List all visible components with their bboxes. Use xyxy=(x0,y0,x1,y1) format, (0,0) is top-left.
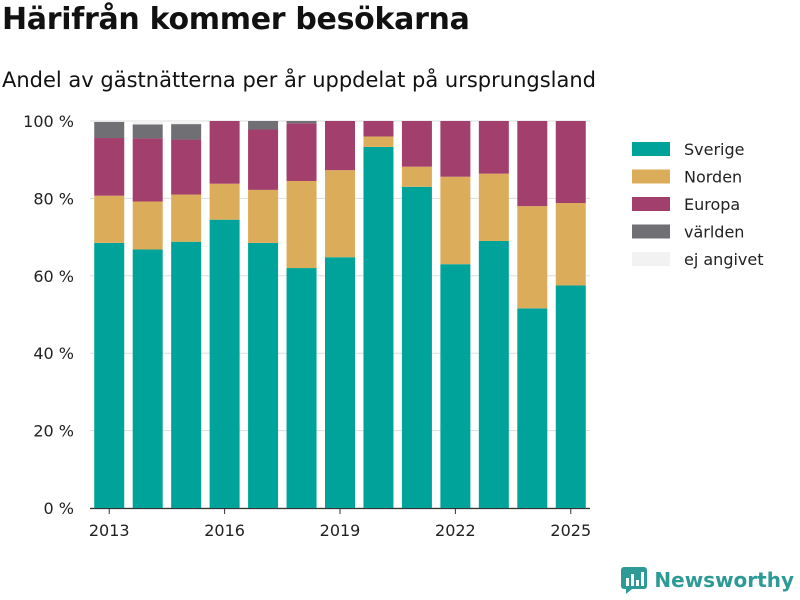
y-tick-label: 80 % xyxy=(33,189,74,208)
legend-label: Sverige xyxy=(684,140,745,159)
bar-segment xyxy=(325,170,355,258)
bar-segment xyxy=(555,285,586,508)
bar-segment xyxy=(248,242,279,508)
bar-segment xyxy=(94,121,125,139)
bar-segment xyxy=(286,121,317,124)
bar-segment xyxy=(171,121,202,125)
bar-segment xyxy=(171,124,202,140)
legend-swatch xyxy=(632,252,670,266)
legend-swatch xyxy=(632,169,670,184)
y-tick-label: 60 % xyxy=(33,267,74,286)
bar-segment xyxy=(401,186,432,509)
bar-segment xyxy=(286,268,317,508)
bar-segment xyxy=(94,121,125,122)
bar-segment xyxy=(94,138,125,196)
bar-segment xyxy=(555,121,586,204)
bar-segment xyxy=(248,189,279,243)
bar-segment xyxy=(286,123,317,181)
bar-segment xyxy=(325,121,355,171)
y-tick-label: 0 % xyxy=(44,499,74,518)
newsworthy-logo-icon xyxy=(621,567,648,594)
bar-segment xyxy=(171,194,202,242)
bar-segment xyxy=(517,206,548,309)
bar-segment xyxy=(517,308,548,508)
bar-segment xyxy=(440,121,471,177)
bar-segment xyxy=(363,146,394,508)
bar-segment xyxy=(401,166,432,187)
bar-segment xyxy=(209,183,240,220)
bar-segment xyxy=(478,240,509,508)
bar-segment xyxy=(132,138,163,202)
bars xyxy=(94,121,586,509)
legend-label: Europa xyxy=(684,195,740,214)
bar-segment xyxy=(132,124,163,139)
bar-segment xyxy=(478,121,509,174)
bar-segment xyxy=(555,203,586,286)
chart-subtitle: Andel av gästnätterna per år uppdelat på… xyxy=(2,68,596,92)
x-tick-label: 2019 xyxy=(320,521,361,540)
bar-segment xyxy=(517,121,548,207)
legend-label: ej angivet xyxy=(684,250,764,269)
x-tick-label: 2016 xyxy=(204,521,245,540)
bar-segment xyxy=(132,249,163,508)
x-tick-label: 2022 xyxy=(435,521,476,540)
bar-segment xyxy=(478,173,509,241)
brand-logo: Newsworthy xyxy=(620,566,794,594)
bar-segment xyxy=(286,180,317,269)
x-tick-label: 2025 xyxy=(550,521,591,540)
bar-segment xyxy=(209,219,240,508)
legend: Sverige Norden Europa världen ej angivet xyxy=(632,140,764,269)
brand-name: Newsworthy xyxy=(654,568,794,592)
legend-swatch xyxy=(632,224,670,239)
bar-segment xyxy=(325,257,355,508)
bar-segment xyxy=(171,139,202,195)
bar-segment xyxy=(440,176,471,265)
bar-segment xyxy=(132,201,163,250)
bar-segment xyxy=(248,121,279,130)
bar-segment xyxy=(94,242,125,508)
x-axis-ticks: 2013 2016 2019 2022 2025 xyxy=(89,508,591,540)
legend-swatch xyxy=(632,197,670,211)
legend-label: Norden xyxy=(684,168,742,187)
chart-title: Härifrån kommer besökarna xyxy=(2,2,470,37)
legend-label: världen xyxy=(684,223,744,242)
bar-segment xyxy=(363,136,394,147)
y-tick-label: 100 % xyxy=(23,112,74,131)
bar-segment xyxy=(171,241,202,508)
y-tick-label: 20 % xyxy=(33,422,74,441)
bar-segment xyxy=(248,129,279,190)
bar-segment xyxy=(440,264,471,508)
bar-segment xyxy=(209,121,240,184)
bar-segment xyxy=(401,121,432,167)
bar-segment xyxy=(132,121,163,125)
x-tick-label: 2013 xyxy=(89,521,130,540)
y-axis-ticks: 0 % 20 % 40 % 60 % 80 % 100 % xyxy=(23,112,74,518)
bar-segment xyxy=(363,121,394,137)
y-tick-label: 40 % xyxy=(33,344,74,363)
legend-swatch xyxy=(632,142,670,156)
bar-segment xyxy=(94,195,125,243)
